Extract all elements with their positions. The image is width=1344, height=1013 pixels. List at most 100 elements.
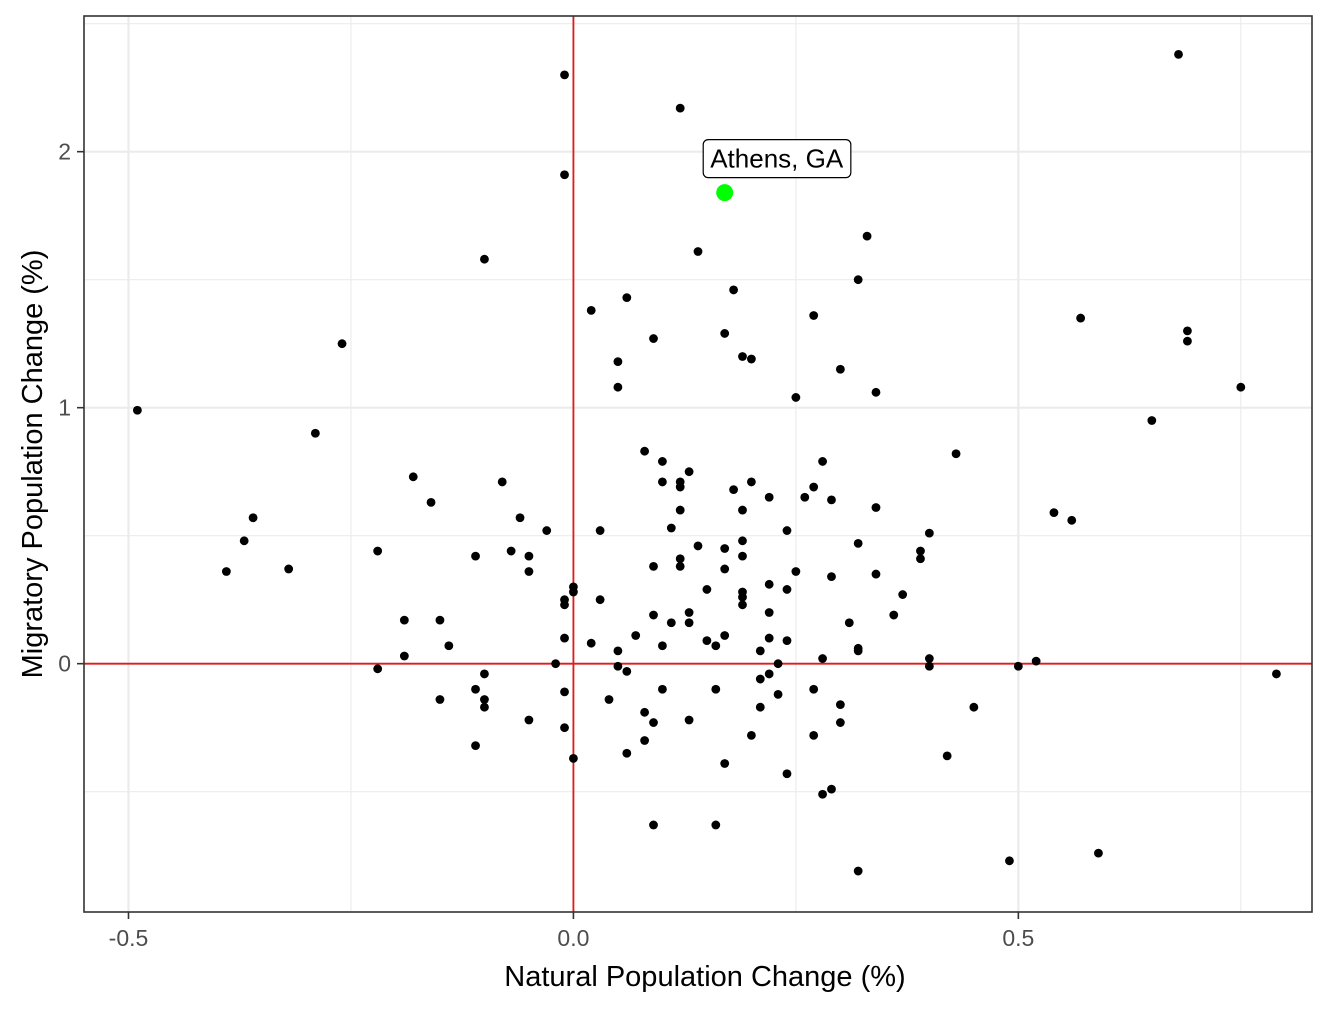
data-point <box>649 820 658 830</box>
y-axis: 0 1 2 <box>58 139 84 677</box>
data-point <box>1094 848 1103 858</box>
y-tick-label: 0 <box>58 651 71 677</box>
y-tick-label: 2 <box>58 139 71 165</box>
data-point <box>471 684 480 694</box>
data-point <box>818 457 827 466</box>
data-point <box>702 636 712 646</box>
data-point <box>506 546 516 556</box>
data-point <box>1272 669 1281 679</box>
data-point <box>569 754 578 763</box>
data-point <box>746 477 756 487</box>
data-point <box>524 567 534 576</box>
x-axis-label: Natural Population Change (%) <box>504 961 905 993</box>
x-axis: -0.5 0.0 0.5 <box>109 912 1034 951</box>
data-point <box>871 387 881 397</box>
data-point <box>1013 661 1023 671</box>
data-point <box>560 687 569 697</box>
data-point <box>853 866 863 876</box>
data-point <box>640 707 650 717</box>
data-point <box>916 546 925 556</box>
data-point <box>924 661 934 671</box>
data-point <box>221 567 231 576</box>
data-point <box>640 446 650 456</box>
data-point <box>310 428 320 438</box>
data-point <box>916 554 925 564</box>
data-point <box>132 405 142 415</box>
data-point <box>480 695 489 704</box>
data-point <box>711 641 721 651</box>
data-point <box>746 354 756 364</box>
data-point <box>560 600 569 610</box>
data-point <box>595 595 605 605</box>
data-point <box>435 615 445 625</box>
x-tick-label: -0.5 <box>109 925 149 951</box>
data-point <box>480 702 489 712</box>
data-point <box>622 293 632 302</box>
data-point <box>658 457 667 466</box>
data-point <box>684 715 694 725</box>
data-point <box>764 608 774 617</box>
data-point <box>1183 326 1192 336</box>
y-tick-label: 1 <box>58 395 71 421</box>
data-point <box>649 562 658 571</box>
data-point <box>675 482 685 492</box>
data-points <box>132 50 1281 876</box>
data-point <box>942 751 952 761</box>
data-point <box>898 590 908 599</box>
data-point <box>471 741 480 750</box>
data-point <box>764 633 774 643</box>
data-point <box>649 610 658 620</box>
data-point <box>782 769 792 779</box>
data-point <box>408 472 418 482</box>
data-point <box>827 572 836 582</box>
data-point <box>720 564 730 574</box>
data-point <box>755 702 765 712</box>
data-point <box>827 495 836 505</box>
data-point <box>1049 508 1059 518</box>
data-point <box>675 554 685 564</box>
data-point <box>711 684 721 694</box>
data-point <box>604 695 614 704</box>
data-point <box>613 661 623 671</box>
data-point <box>613 646 623 656</box>
data-point <box>1067 515 1077 525</box>
highlight-label: Athens, GA <box>710 144 844 174</box>
data-point <box>595 526 605 535</box>
data-point <box>569 587 578 597</box>
data-point <box>248 513 258 523</box>
data-point <box>586 638 596 648</box>
data-point <box>658 477 667 487</box>
data-point <box>480 254 489 264</box>
data-point <box>764 579 774 589</box>
data-point <box>844 618 854 628</box>
data-point <box>738 592 747 602</box>
data-point <box>853 646 863 656</box>
data-point <box>658 641 667 651</box>
data-point <box>1005 856 1014 866</box>
data-point <box>649 334 658 343</box>
data-point <box>426 498 436 507</box>
data-point <box>239 536 249 546</box>
data-point <box>337 339 347 349</box>
data-point <box>613 382 623 392</box>
data-point <box>399 615 409 625</box>
data-point <box>1076 313 1086 323</box>
data-point <box>782 585 792 594</box>
data-point <box>924 654 934 663</box>
data-point <box>746 730 756 740</box>
data-point <box>1147 416 1157 425</box>
data-point <box>791 567 801 576</box>
data-point <box>773 690 783 699</box>
highlight-point <box>716 184 734 202</box>
data-point <box>675 562 685 571</box>
data-point <box>586 306 596 315</box>
data-point <box>862 231 872 241</box>
data-point <box>658 684 667 694</box>
data-point <box>729 485 738 494</box>
data-point <box>969 702 979 712</box>
data-point <box>666 618 676 628</box>
data-point <box>631 631 641 640</box>
data-point <box>800 492 810 502</box>
data-point <box>720 329 730 338</box>
x-tick-label: 0.5 <box>1002 925 1034 951</box>
